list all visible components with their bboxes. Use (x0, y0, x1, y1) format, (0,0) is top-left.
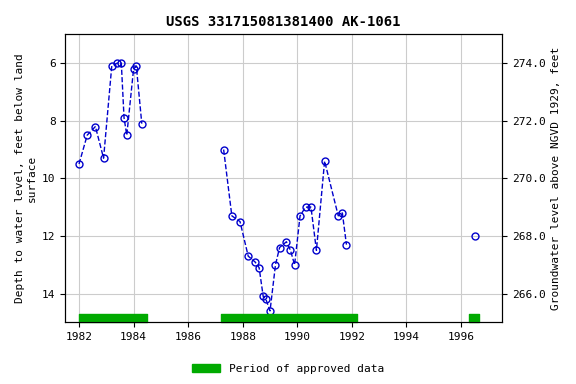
Y-axis label: Depth to water level, feet below land
surface: Depth to water level, feet below land su… (15, 53, 37, 303)
Y-axis label: Groundwater level above NGVD 1929, feet: Groundwater level above NGVD 1929, feet (551, 47, 561, 310)
Title: USGS 331715081381400 AK-1061: USGS 331715081381400 AK-1061 (166, 15, 401, 29)
Legend: Period of approved data: Period of approved data (188, 359, 388, 379)
